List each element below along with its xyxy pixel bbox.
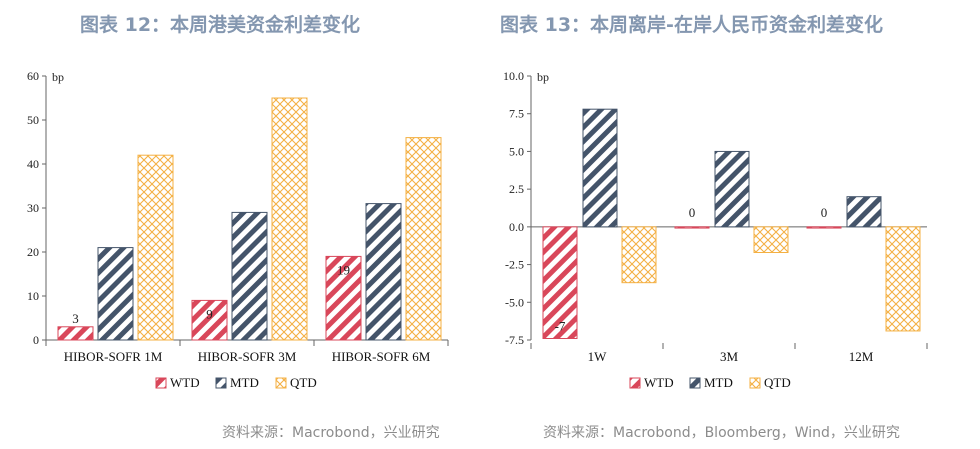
right-legend-swatch-mtd [689, 377, 701, 389]
right-y-tick-label: 7.5 [509, 107, 524, 121]
left-data-label-wtd-2: 9 [206, 306, 213, 321]
right-bar-wtd-3 [806, 226, 842, 229]
right-y-unit-label: bp [537, 70, 549, 84]
right-legend-swatch-wtd [629, 377, 641, 389]
right-y-tick-label: 2.5 [509, 182, 524, 196]
chart-left: 0 10 20 30 40 50 60 bp 3 HIBOR-SOFR 1M 9 HIBOR-SOFR… [27, 69, 449, 390]
right-category-label-3: 12M [849, 349, 874, 364]
left-bar-qtd-3 [405, 137, 442, 341]
right-y-tick-label: 0.0 [509, 220, 524, 234]
right-legend-label-qtd: QTD [764, 375, 791, 390]
right-category-label-2: 3M [720, 349, 739, 364]
right-y-tick-label: 5.0 [509, 144, 524, 158]
left-legend-label-mtd: MTD [230, 375, 259, 390]
right-y-tick-label: -5.0 [505, 295, 524, 309]
left-data-label-wtd-1: 3 [72, 311, 79, 326]
left-legend-swatch-wtd [155, 377, 167, 389]
right-y-tick-label: -2.5 [505, 258, 524, 272]
left-bar-mtd-2 [231, 211, 268, 341]
right-data-label-wtd-1: -7 [555, 318, 566, 333]
right-bar-wtd-2 [674, 226, 710, 229]
chart-title-right: 图表 13：本周离岸-在岸人民币资金利差变化 [500, 14, 883, 36]
right-bar-qtd-1 [621, 226, 657, 284]
right-bar-qtd-3 [885, 226, 921, 332]
left-bar-wtd-1 [57, 326, 94, 341]
left-bar-mtd-1 [97, 247, 134, 341]
left-y-tick-label: 40 [27, 157, 39, 171]
source-note-right: 资料来源：Macrobond，Bloomberg，Wind，兴业研究 [543, 425, 900, 441]
left-bar-wtd-2 [191, 299, 228, 341]
chart-right: 10.0 7.5 5.0 2.5 0.0 -2.5 -5.0 -7.5 bp -7 1W 0 3M 0 12… [503, 69, 928, 390]
left-y-tick-label: 30 [27, 201, 39, 215]
right-y-tick-label: -7.5 [505, 333, 524, 347]
left-bar-qtd-2 [271, 97, 308, 341]
left-y-tick-label: 60 [27, 69, 39, 83]
left-bar-mtd-3 [365, 203, 402, 341]
left-category-label-2: HIBOR-SOFR 3M [198, 349, 297, 364]
left-y-tick-label: 20 [27, 245, 39, 259]
left-category-label-1: HIBOR-SOFR 1M [64, 349, 163, 364]
left-legend-swatch-qtd [275, 377, 287, 389]
left-y-unit-label: bp [52, 70, 64, 84]
left-data-label-wtd-3: 19 [337, 262, 350, 277]
left-y-tick-label: 50 [27, 113, 39, 127]
right-legend-swatch-qtd [749, 377, 761, 389]
right-bar-qtd-2 [753, 226, 789, 254]
right-legend-label-mtd: MTD [704, 375, 733, 390]
left-legend-label-qtd: QTD [290, 375, 317, 390]
right-data-label-wtd-2: 0 [689, 205, 696, 220]
right-data-label-wtd-3: 0 [821, 205, 828, 220]
left-legend-label-wtd: WTD [170, 375, 200, 390]
right-bar-mtd-1 [582, 108, 618, 228]
right-legend-label-wtd: WTD [644, 375, 674, 390]
left-bar-qtd-1 [137, 154, 174, 341]
left-bar-wtd-3 [325, 255, 362, 341]
left-legend-swatch-mtd [215, 377, 227, 389]
right-bar-mtd-3 [846, 196, 882, 228]
left-category-label-3: HIBOR-SOFR 6M [332, 349, 431, 364]
right-category-label-1: 1W [588, 349, 608, 364]
right-bar-wtd-1 [542, 226, 578, 339]
source-note-left: 资料来源：Macrobond，兴业研究 [222, 425, 440, 441]
right-y-tick-label: 10.0 [503, 69, 524, 83]
left-y-tick-label: 0 [33, 333, 39, 347]
right-bar-mtd-2 [714, 150, 750, 228]
chart-title-left: 图表 12：本周港美资金利差变化 [80, 14, 361, 36]
left-y-tick-label: 10 [27, 289, 39, 303]
